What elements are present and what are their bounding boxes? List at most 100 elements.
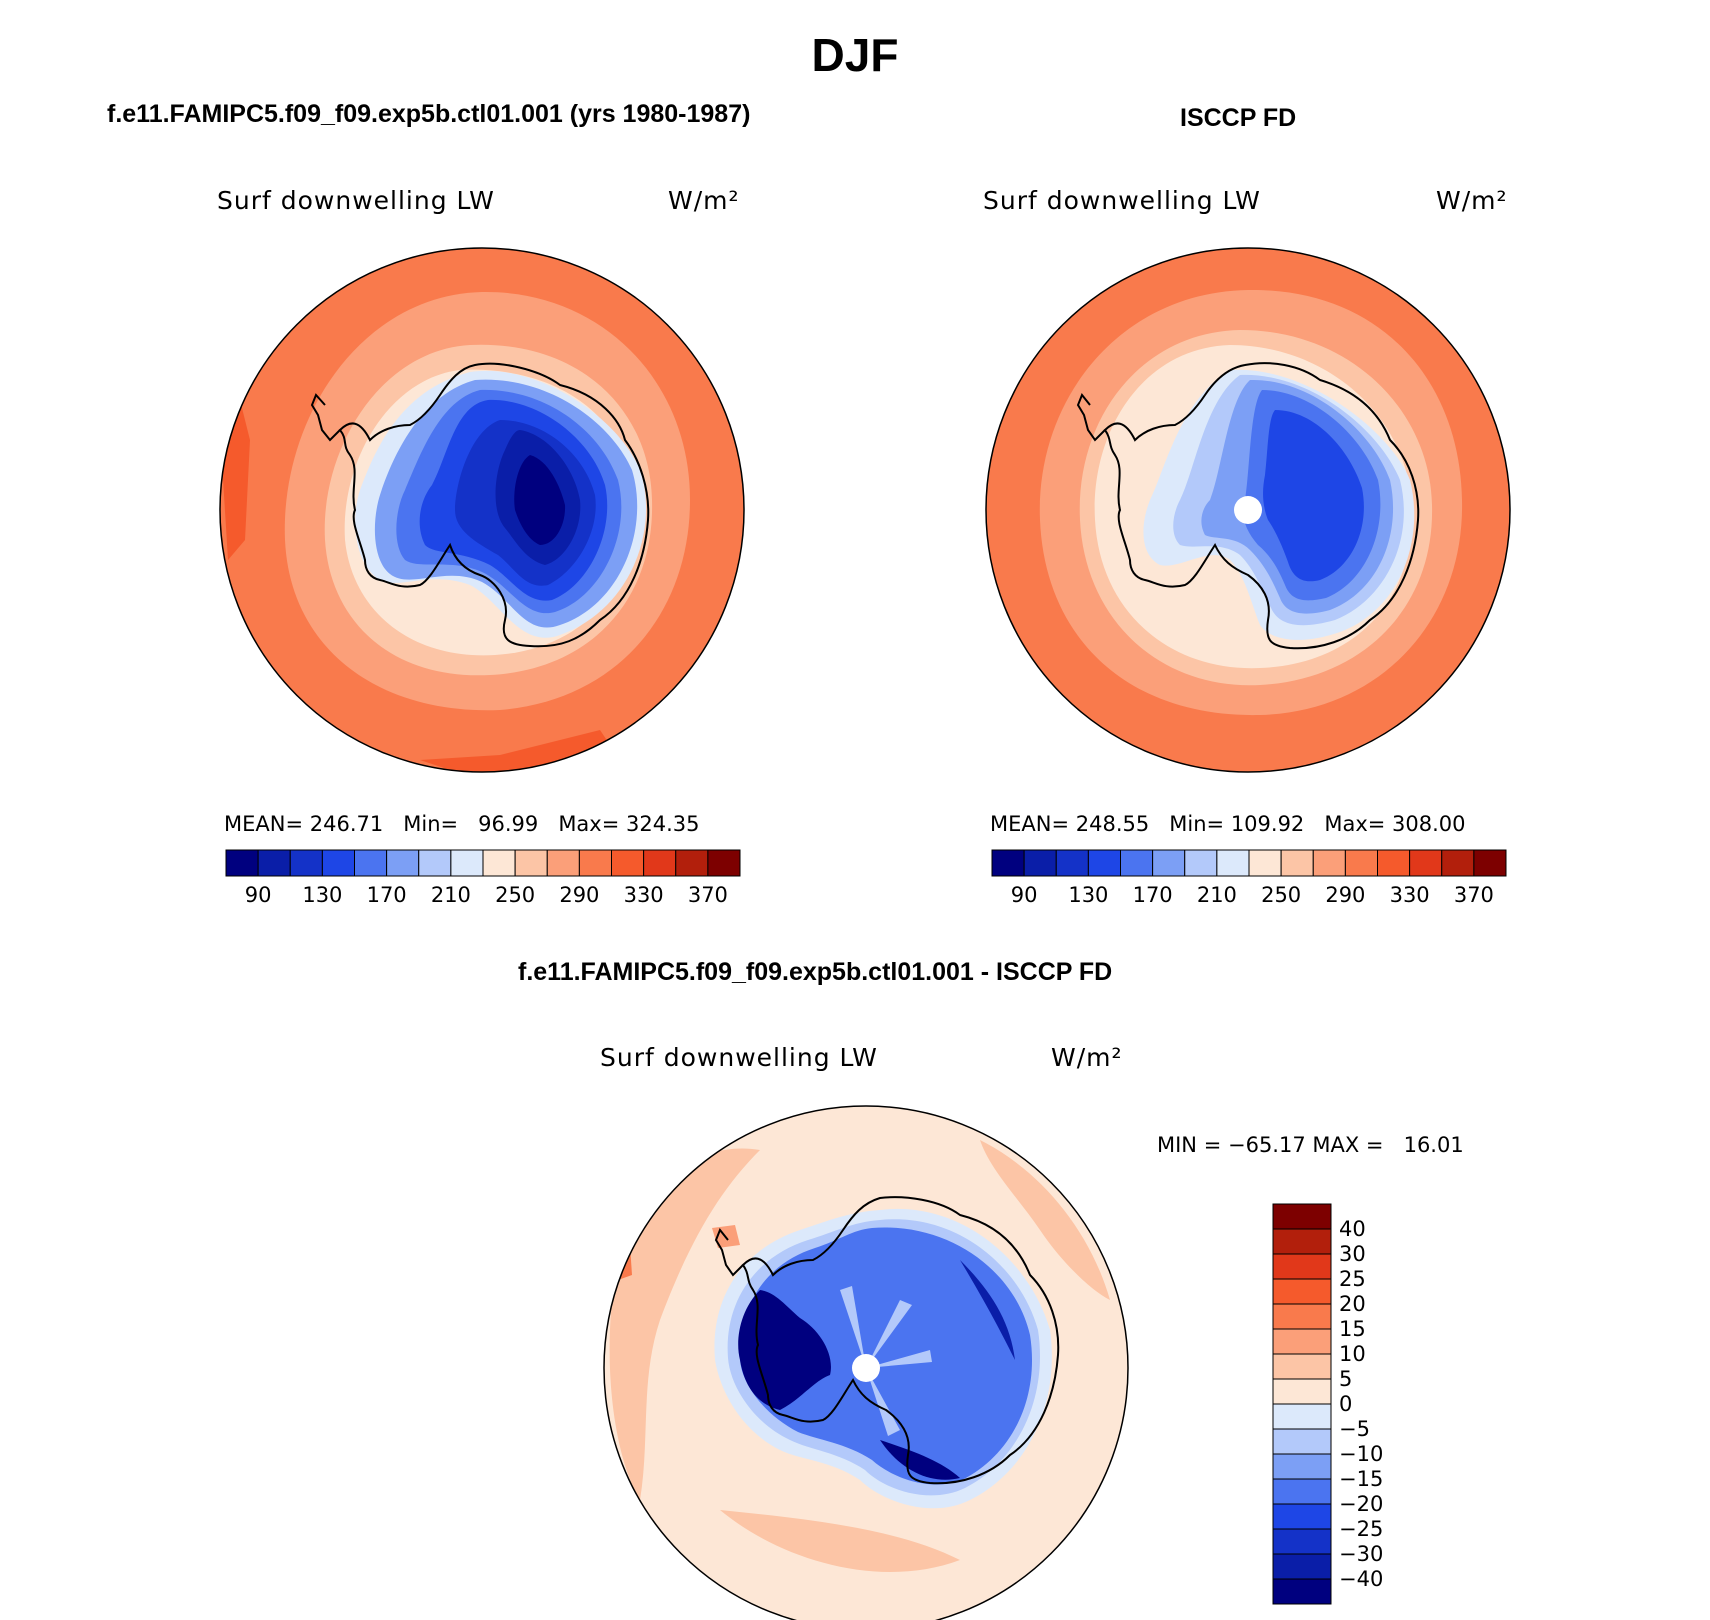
panel2-colorbar-swatch bbox=[1184, 849, 1218, 877]
panel1-colorbar-swatch bbox=[514, 849, 548, 877]
diff-colorbar-tick-label: 30 bbox=[1339, 1242, 1366, 1266]
panel2-colorbar-tick-label: 170 bbox=[1133, 883, 1173, 907]
panel2-max-label: Max= bbox=[1324, 812, 1386, 836]
diff-colorbar-tick-label: −15 bbox=[1339, 1467, 1383, 1491]
diff-colorbar-swatch bbox=[1272, 1328, 1332, 1355]
panel1-colorbar-swatch bbox=[643, 849, 677, 877]
panel1-units: W/m² bbox=[668, 186, 740, 215]
panel2-colorbar-tick-label: 290 bbox=[1325, 883, 1365, 907]
panel2-colorbar-swatch bbox=[1216, 849, 1250, 877]
panel1-min: 96.99 bbox=[478, 812, 539, 836]
panel2-variable: Surf downwelling LW bbox=[983, 186, 1261, 215]
panel1-colorbar-tick-label: 170 bbox=[367, 883, 407, 907]
diff-radial-streaks bbox=[840, 1286, 932, 1436]
diff-colorbar-swatch bbox=[1272, 1278, 1332, 1305]
panel2-mean: 248.55 bbox=[1075, 812, 1150, 836]
panel2-colorbar-labels: 90 130 170 210 250 290 330 370 bbox=[1011, 883, 1494, 907]
panel1-colorbar-swatch bbox=[289, 849, 323, 877]
diff-colorbar-tick-label: −10 bbox=[1339, 1442, 1383, 1466]
figure-title: DJF bbox=[811, 29, 899, 81]
panel1-colorbar-swatch bbox=[578, 849, 612, 877]
panel1-colorbar-tick-label: 290 bbox=[559, 883, 599, 907]
diff-colorbar-tick-label: 15 bbox=[1339, 1317, 1366, 1341]
panel1-colorbar-tick-label: 210 bbox=[431, 883, 471, 907]
map1-zone-90 bbox=[514, 455, 566, 545]
diff-max: 16.01 bbox=[1403, 1133, 1464, 1157]
panel1-colorbar-swatch bbox=[707, 849, 741, 877]
map2-antarctic-peninsula bbox=[1076, 393, 1106, 442]
panel2-colorbar-tick-label: 130 bbox=[1068, 883, 1108, 907]
panel1-colorbar-swatch bbox=[225, 849, 259, 877]
diff-max-label: MAX = bbox=[1312, 1133, 1384, 1157]
panel1-colorbar-tick-label: 330 bbox=[624, 883, 664, 907]
panel1-mean: 246.71 bbox=[309, 812, 384, 836]
panel2-colorbar-swatch bbox=[1152, 849, 1186, 877]
diff-colorbar-swatch bbox=[1272, 1453, 1332, 1480]
panel1-min-label: Min= bbox=[403, 812, 459, 836]
map1-antarctica-coastline bbox=[338, 362, 650, 648]
panel1-colorbar-labels: 90 130 170 210 250 290 330 370 bbox=[245, 883, 728, 907]
map1-polar-plot bbox=[220, 248, 744, 772]
panel2-colorbar-swatch bbox=[1280, 849, 1314, 877]
panel2-stats: MEAN= 248.55 Min= 109.92 Max= 308.00 bbox=[990, 812, 1466, 836]
panel1-colorbar-swatch bbox=[321, 849, 355, 877]
panel1-colorbar-swatch bbox=[611, 849, 645, 877]
panel2-colorbar-swatch bbox=[991, 849, 1025, 877]
diff-title: f.e11.FAMIPC5.f09_f09.exp5b.ctl01.001 - … bbox=[518, 958, 1113, 986]
panel2-colorbar-swatch bbox=[1087, 849, 1121, 877]
panel2-colorbar-tick-label: 250 bbox=[1261, 883, 1301, 907]
panel2-min: 109.92 bbox=[1230, 812, 1305, 836]
panel2-colorbar-swatch bbox=[1055, 849, 1089, 877]
diff-colorbar-tick-label: 5 bbox=[1339, 1367, 1352, 1391]
map2-pole-hole bbox=[1234, 496, 1262, 524]
panel1-colorbar-tick-label: 370 bbox=[688, 883, 728, 907]
panel2-colorbar-swatch bbox=[1409, 849, 1443, 877]
diff-colorbar bbox=[1272, 1203, 1332, 1605]
diff-colorbar-swatch bbox=[1272, 1528, 1332, 1555]
panel1-colorbar-swatch bbox=[386, 849, 420, 877]
panel2-colorbar-swatch bbox=[1312, 849, 1346, 877]
diff-zone-positive-south bbox=[720, 1510, 960, 1572]
diff-min: −65.17 bbox=[1227, 1133, 1306, 1157]
map1-antarctic-peninsula bbox=[310, 393, 341, 442]
panel1-title: f.e11.FAMIPC5.f09_f09.exp5b.ctl01.001 (y… bbox=[107, 100, 751, 128]
panel1-colorbar-swatch bbox=[482, 849, 516, 877]
panel2-units: W/m² bbox=[1436, 186, 1508, 215]
diff-patch-west bbox=[615, 1245, 632, 1280]
diff-zone-positive-west bbox=[609, 1148, 760, 1500]
diff-colorbar-swatch bbox=[1272, 1428, 1332, 1455]
diff-zone-neg-40-west bbox=[738, 1290, 831, 1410]
map1-warm-patch-south bbox=[420, 730, 620, 772]
diff-colorbar-swatch bbox=[1272, 1353, 1332, 1380]
panel2-colorbar-swatch bbox=[1023, 849, 1057, 877]
diff-colorbar-tick-label: 20 bbox=[1339, 1292, 1366, 1316]
panel2-colorbar-swatch bbox=[1377, 849, 1411, 877]
panel1-colorbar-swatch bbox=[450, 849, 484, 877]
diff-antarctic-peninsula bbox=[714, 1228, 744, 1277]
panel1-colorbar bbox=[225, 849, 741, 877]
diff-units: W/m² bbox=[1051, 1043, 1123, 1072]
diff-colorbar-swatch bbox=[1272, 1378, 1332, 1405]
panel1-colorbar-tick-label: 130 bbox=[302, 883, 342, 907]
panel1-stats: MEAN= 246.71 Min= 96.99 Max= 324.35 bbox=[224, 812, 700, 836]
panel1-max-label: Max= bbox=[558, 812, 620, 836]
diff-colorbar-tick-label: −30 bbox=[1339, 1542, 1383, 1566]
diff-colorbar-tick-label: −20 bbox=[1339, 1492, 1383, 1516]
panel1-colorbar-swatch bbox=[354, 849, 388, 877]
map2-zone-150 bbox=[1263, 410, 1364, 582]
panel2-colorbar-tick-label: 370 bbox=[1454, 883, 1494, 907]
map2-border bbox=[985, 247, 1511, 773]
panel2-colorbar-swatch bbox=[1344, 849, 1378, 877]
panel1-colorbar-tick-label: 250 bbox=[495, 883, 535, 907]
map2-antarctica-coastline bbox=[1103, 362, 1420, 650]
panel1-variable: Surf downwelling LW bbox=[217, 186, 495, 215]
panel1-colorbar-tick-label: 90 bbox=[245, 883, 272, 907]
panel2-max: 308.00 bbox=[1392, 812, 1466, 836]
diff-stats: MIN = −65.17 MAX = 16.01 bbox=[1157, 1133, 1464, 1157]
panel2-colorbar-swatch bbox=[1473, 849, 1507, 877]
panel2-colorbar bbox=[991, 849, 1507, 877]
panel1-colorbar-swatch bbox=[418, 849, 452, 877]
diff-colorbar-tick-label: 25 bbox=[1339, 1267, 1366, 1291]
diff-zone-neg-40-south bbox=[880, 1440, 960, 1480]
